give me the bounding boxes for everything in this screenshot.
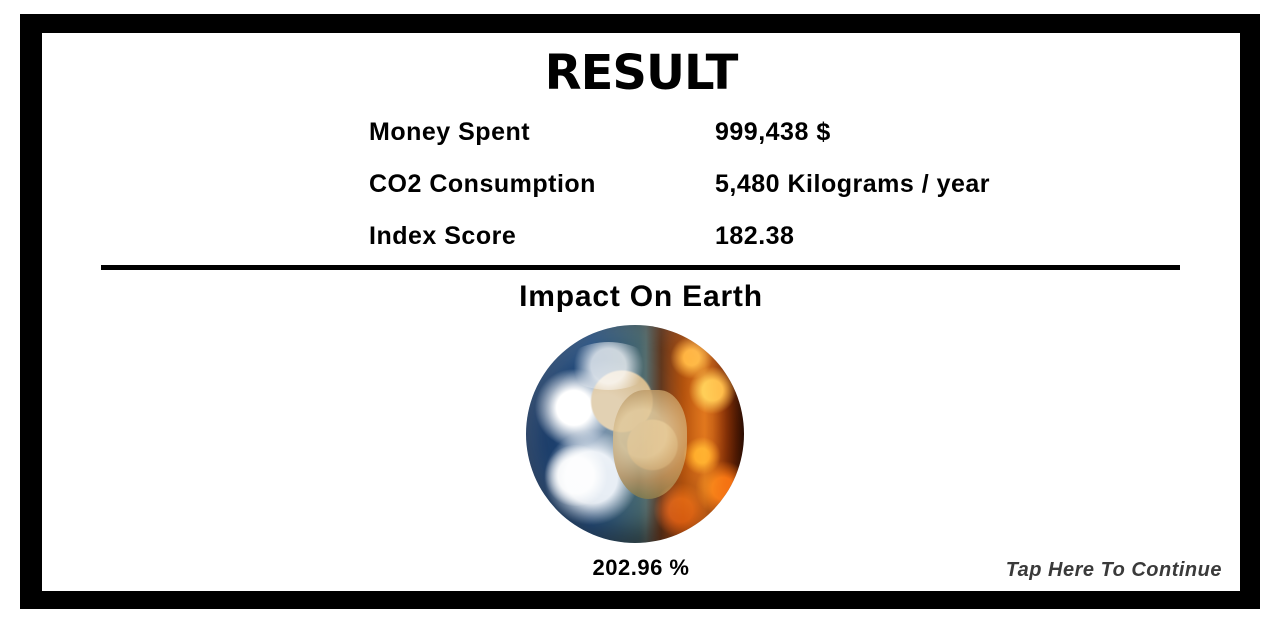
index-score-value: 182.38 — [715, 222, 795, 250]
earth-cloud — [565, 342, 653, 391]
co2-consumption-value: 5,480 Kilograms / year — [715, 170, 991, 198]
result-title: RESULT — [544, 45, 739, 101]
section-divider — [101, 265, 1180, 270]
money-spent-label: Money Spent — [369, 118, 531, 146]
result-panel: RESULT Money Spent 999,438 $ CO2 Consump… — [42, 33, 1240, 591]
tap-to-continue-button[interactable]: Tap Here To Continue — [1005, 559, 1222, 581]
impact-percent: 202.96 % — [592, 555, 690, 580]
earth-fire — [639, 325, 744, 543]
impact-title: Impact On Earth — [519, 280, 763, 313]
earth-cloud — [543, 444, 609, 506]
index-score-label: Index Score — [369, 222, 517, 250]
co2-consumption-label: CO2 Consumption — [369, 170, 596, 198]
burning-earth-icon — [526, 325, 744, 543]
money-spent-value: 999,438 $ — [715, 118, 831, 146]
